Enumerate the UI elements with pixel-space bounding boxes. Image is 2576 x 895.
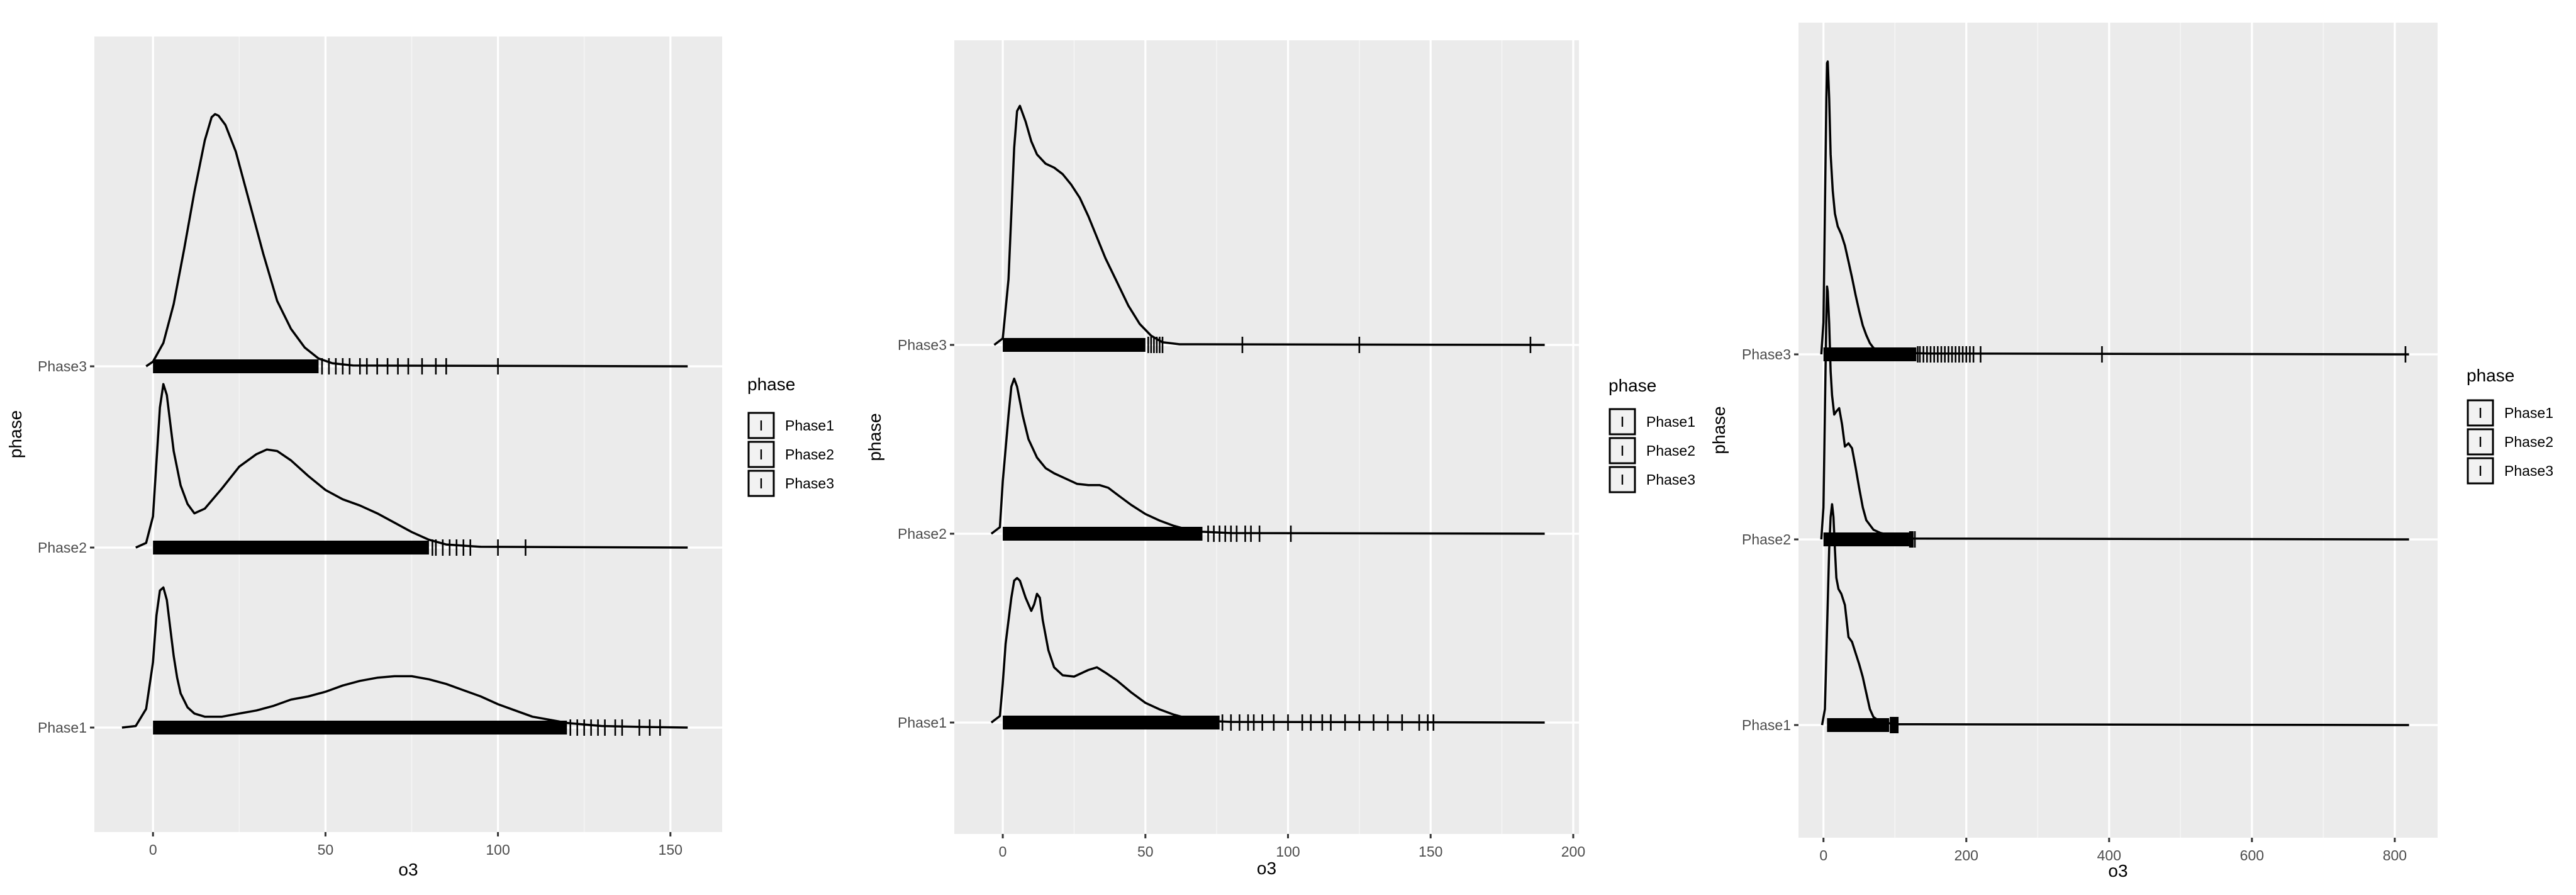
y-tick-label: Phase3 [898,337,947,353]
x-tick-label: 100 [1276,843,1300,860]
legend-label: Phase3 [1646,471,1695,488]
plot-background [954,40,1579,834]
legend: phase Phase1 Phase2 Phase3 [2467,366,2553,485]
legend-label: Phase3 [2504,463,2553,479]
y-tick-label: Phase2 [898,526,947,542]
y-axis-title: phase [6,410,25,458]
x-tick-label: 200 [1561,843,1585,860]
plot-background [1798,23,2438,838]
x-tick-label: 0 [999,843,1007,860]
legend-label: Phase2 [1646,442,1695,459]
x-tick-label: 100 [486,842,510,858]
x-tick-label: 50 [318,842,334,858]
series-Phase2 [135,383,688,556]
y-tick-label: Phase2 [38,539,87,556]
density-curve [990,577,1545,724]
x-tick-label: 400 [2097,847,2121,864]
legend-key [747,412,775,439]
y-tick-label: Phase1 [1742,717,1791,733]
series-Phase2 [990,377,1545,542]
rug-band [1823,347,1917,361]
rug-band [153,359,319,373]
x-tick-label: 200 [1954,847,1978,864]
y-axis-title: phase [1709,406,1729,454]
y-tick-label: Phase3 [38,358,87,374]
y-tick-label: Phase1 [38,719,87,736]
density-curve [1820,503,2409,726]
chart-panel-1: Phase1 Phase2 Phase3 0 50 100 150 o3 phase phase P… [6,37,834,879]
y-tick-label: Phase2 [1742,531,1791,548]
y-tick-label: Phase3 [1742,346,1791,363]
legend-key [1609,408,1636,436]
legend-title: phase [747,374,795,394]
legend-label: Phase1 [785,417,834,434]
legend-label: Phase1 [1646,414,1695,430]
legend-label: Phase2 [785,446,834,463]
plot-background [94,37,722,832]
series-Phase3 [145,113,688,374]
legend-key [2467,428,2494,456]
series-Phase1 [1820,503,2409,733]
x-tick-label: 50 [1137,843,1154,860]
rug-band [153,541,429,554]
density-curve [145,113,688,368]
y-tick-label: Phase1 [898,714,947,731]
rug-band [1823,532,1909,546]
rug-band [1827,718,1890,732]
legend-label: Phase3 [785,475,834,492]
series-Phase3 [993,104,1545,353]
x-axis-title: o3 [398,860,418,879]
density-curve [121,586,688,729]
rug-band [1003,527,1203,541]
x-tick-label: 150 [1419,843,1442,860]
y-axis-title: phase [865,413,884,461]
x-tick-label: 150 [659,842,683,858]
series-Phase3 [1820,60,2409,363]
legend-title: phase [2467,366,2514,385]
x-tick-label: 0 [1819,847,1827,864]
series-Phase1 [990,577,1545,731]
rug-band [153,721,567,735]
density-curve [990,377,1545,535]
legend-key [2467,457,2494,485]
legend: phase Phase1 Phase2 Phase3 [1609,376,1695,493]
legend-label: Phase1 [2504,405,2553,421]
x-tick-label: 600 [2240,847,2264,864]
x-axis-title: o3 [1257,858,1276,878]
x-tick-label: 800 [2383,847,2407,864]
series-Phase1 [121,586,688,736]
legend: phase Phase1 Phase2 Phase3 [747,374,834,497]
x-tick-label: 0 [149,842,157,858]
rug-band [1003,338,1146,352]
x-axis-title: o3 [2108,861,2127,881]
density-curve [993,104,1545,346]
rug-band [1003,716,1220,729]
series-Phase2 [1820,285,2409,548]
legend-label: Phase2 [2504,434,2553,450]
density-curve [135,383,688,549]
legend-title: phase [1609,376,1656,395]
